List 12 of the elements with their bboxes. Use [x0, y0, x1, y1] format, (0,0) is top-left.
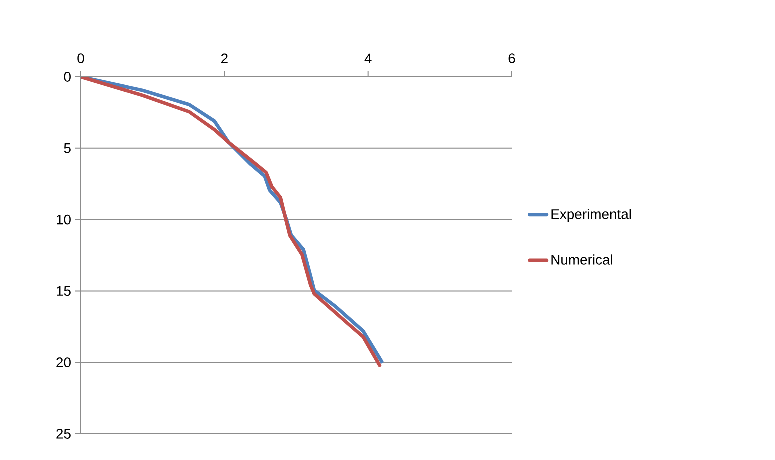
x-tick-label: 4	[364, 54, 372, 64]
y-tick-label: 15	[57, 286, 71, 296]
x-tick-label: 6	[508, 54, 516, 64]
y-tick-label: 25	[56, 429, 71, 439]
legend-label: Experimental	[552, 209, 632, 222]
y-tick-label: 20	[56, 358, 71, 368]
x-tick-label: 0	[78, 54, 84, 64]
y-tick-label: 10	[57, 214, 71, 225]
y-tick-label: 0	[64, 72, 71, 82]
y-tick-label: 5	[64, 144, 71, 154]
legend-label: Numerical	[552, 254, 612, 265]
x-tick-label: 2	[221, 54, 228, 64]
